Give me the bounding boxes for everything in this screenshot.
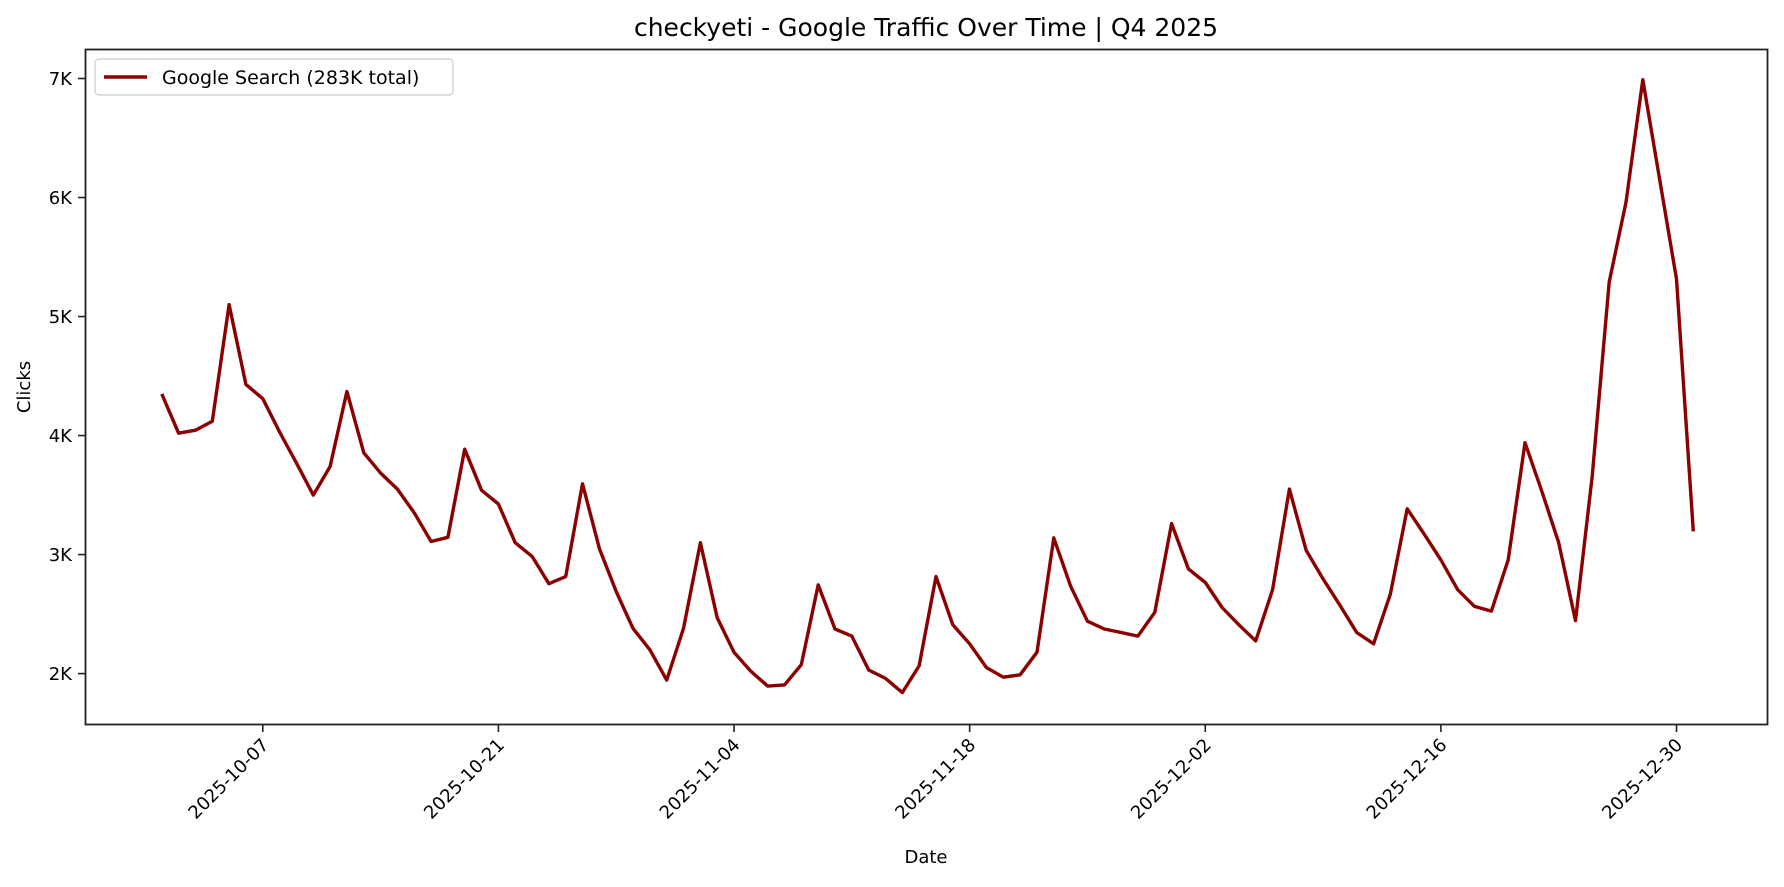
x-tick-label: 2025-11-04 (656, 735, 745, 824)
y-axis: 2K 3K 4K 5K 6K 7K (49, 69, 85, 685)
x-axis: 2025-10-07 2025-10-21 2025-11-04 2025-11-18… (184, 725, 1687, 824)
legend-label: Google Search (283K total) (162, 67, 419, 89)
y-tick-label: 4K (49, 426, 73, 447)
y-tick-label: 5K (49, 307, 73, 328)
y-axis-label: Clicks (14, 361, 35, 413)
google-search-line (160, 78, 1695, 695)
x-tick-label: 2025-12-16 (1363, 735, 1452, 824)
y-tick-label: 7K (49, 69, 73, 90)
x-axis-label: Date (904, 847, 947, 868)
x-tick-label: 2025-12-30 (1598, 735, 1687, 824)
y-tick-label: 6K (49, 188, 73, 209)
x-tick-label: 2025-12-02 (1127, 735, 1216, 824)
x-tick-label: 2025-10-21 (420, 735, 509, 824)
y-tick-label: 2K (49, 664, 73, 685)
chart-title: checkyeti - Google Traffic Over Time | Q… (634, 13, 1218, 42)
legend: Google Search (283K total) (94, 58, 454, 96)
legend-box (94, 58, 454, 96)
x-tick-label: 2025-10-07 (184, 735, 273, 824)
plot-frame (84, 48, 1769, 726)
y-tick-label: 3K (49, 545, 73, 566)
x-tick-label: 2025-11-18 (891, 735, 980, 824)
